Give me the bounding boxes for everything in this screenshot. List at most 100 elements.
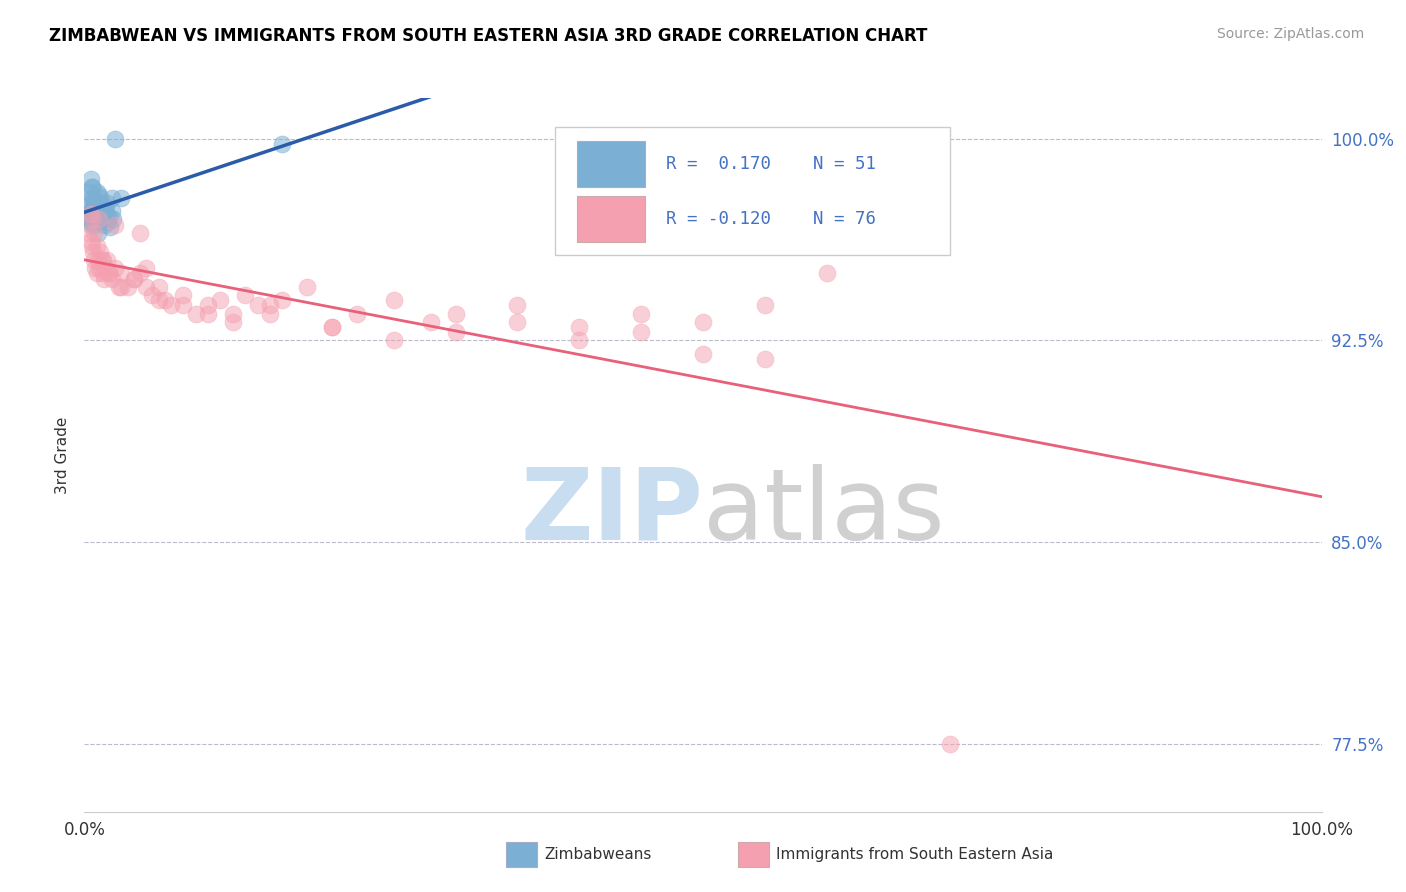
Point [630,326,652,340]
Text: Zimbabweans: Zimbabweans [544,847,651,862]
Point [108,279,131,293]
Point [80,207,103,221]
Point [101,212,124,227]
Point [97,215,120,229]
Point [91,212,114,227]
Point [79,215,101,229]
Point [197,298,219,312]
Point [96,207,118,221]
Point [83,194,105,208]
Point [89,196,111,211]
Point [939,738,962,752]
Point [82,199,104,213]
Point [222,307,245,321]
Point [346,307,368,321]
Point [84,210,107,224]
Point [321,320,343,334]
Point [91,204,114,219]
Point [98,266,121,280]
Point [100,191,122,205]
Point [87,252,110,267]
Point [79,186,101,200]
Point [110,279,132,293]
Bar [554,127,950,255]
Point [692,315,714,329]
Point [129,266,152,280]
Point [153,293,176,307]
Point [79,207,101,221]
Point [233,287,256,301]
Point [83,218,105,232]
Point [160,298,183,312]
Point [77,199,100,213]
Point [117,279,139,293]
Point [96,196,118,211]
Point [77,210,100,224]
Point [83,226,105,240]
Text: R = -0.120    N = 76: R = -0.120 N = 76 [666,211,876,228]
Point [141,287,163,301]
Point [79,191,101,205]
Point [94,260,117,275]
Text: ZIMBABWEAN VS IMMIGRANTS FROM SOUTH EASTERN ASIA 3RD GRADE CORRELATION CHART: ZIMBABWEAN VS IMMIGRANTS FROM SOUTH EAST… [49,27,928,45]
Text: atlas: atlas [703,464,945,560]
Point [98,220,121,235]
Point [197,307,219,321]
Point [89,212,111,227]
Point [80,212,103,227]
Point [84,202,107,216]
Point [815,266,838,280]
Text: Source: ZipAtlas.com: Source: ZipAtlas.com [1216,27,1364,41]
Point [692,347,714,361]
Point [100,204,122,219]
Point [89,260,111,275]
Point [122,271,145,285]
Point [82,212,104,227]
Point [83,199,105,213]
Point [83,252,105,267]
Point [86,186,108,200]
Point [148,293,170,307]
Point [94,199,117,213]
Point [104,260,127,275]
Text: Immigrants from South Eastern Asia: Immigrants from South Eastern Asia [776,847,1053,862]
Point [506,298,529,312]
Point [86,239,108,253]
Point [79,212,101,227]
Point [382,293,405,307]
Y-axis label: 3rd Grade: 3rd Grade [55,417,70,493]
Point [80,180,103,194]
Point [122,271,145,285]
Point [91,252,114,267]
Point [568,334,591,348]
Point [148,279,170,293]
Point [80,212,103,227]
Point [80,202,103,216]
Bar [576,196,645,243]
Point [271,293,294,307]
Point [259,307,281,321]
Point [630,307,652,321]
Text: R =  0.170    N = 51: R = 0.170 N = 51 [666,155,876,173]
Point [295,279,318,293]
Point [89,191,111,205]
Point [110,191,132,205]
Point [80,239,103,253]
Point [89,188,111,202]
Point [89,207,111,221]
Point [104,131,127,145]
Point [84,260,107,275]
Point [754,298,776,312]
Point [209,293,232,307]
Point [110,266,132,280]
Point [259,298,281,312]
Point [96,252,118,267]
Point [91,266,114,280]
Point [271,136,294,151]
Point [80,180,103,194]
Bar [576,141,645,187]
Point [246,298,269,312]
Point [754,352,776,367]
Point [87,202,110,216]
Point [93,271,115,285]
